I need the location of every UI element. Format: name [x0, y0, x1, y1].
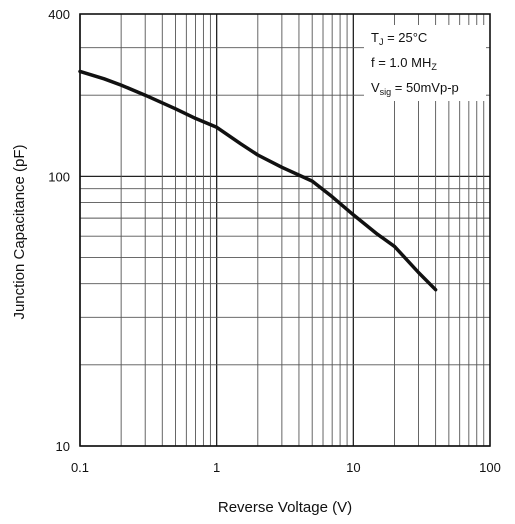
x-tick-labels: 0.1 1 10 100	[71, 460, 501, 475]
annotation-line-3: Vsig = 50mVp-p	[371, 80, 459, 97]
x-axis-label: Reverse Voltage (V)	[218, 499, 352, 516]
x-tick-label: 10	[346, 460, 360, 475]
series-layer	[78, 69, 438, 292]
plot-frame	[79, 13, 491, 447]
y-axis-label: Junction Capacitance (pF)	[11, 144, 28, 319]
x-tick-label: 100	[479, 460, 501, 475]
y-tick-label: 400	[48, 7, 70, 22]
capacitance-curve	[78, 69, 438, 292]
conditions-annotation: TJ = 25°C f = 1.0 MHZ Vsig = 50mVp-p	[364, 25, 486, 101]
x-tick-label: 1	[213, 460, 220, 475]
y-tick-labels: 10 100 400	[48, 7, 70, 454]
annotation-line-1: TJ = 25°C	[371, 30, 427, 47]
y-tick-label: 10	[56, 439, 70, 454]
annotation-line-2: f = 1.0 MHZ	[371, 55, 437, 72]
annotation-background	[364, 25, 486, 101]
y-tick-label: 100	[48, 169, 70, 184]
x-tick-label: 0.1	[71, 460, 89, 475]
